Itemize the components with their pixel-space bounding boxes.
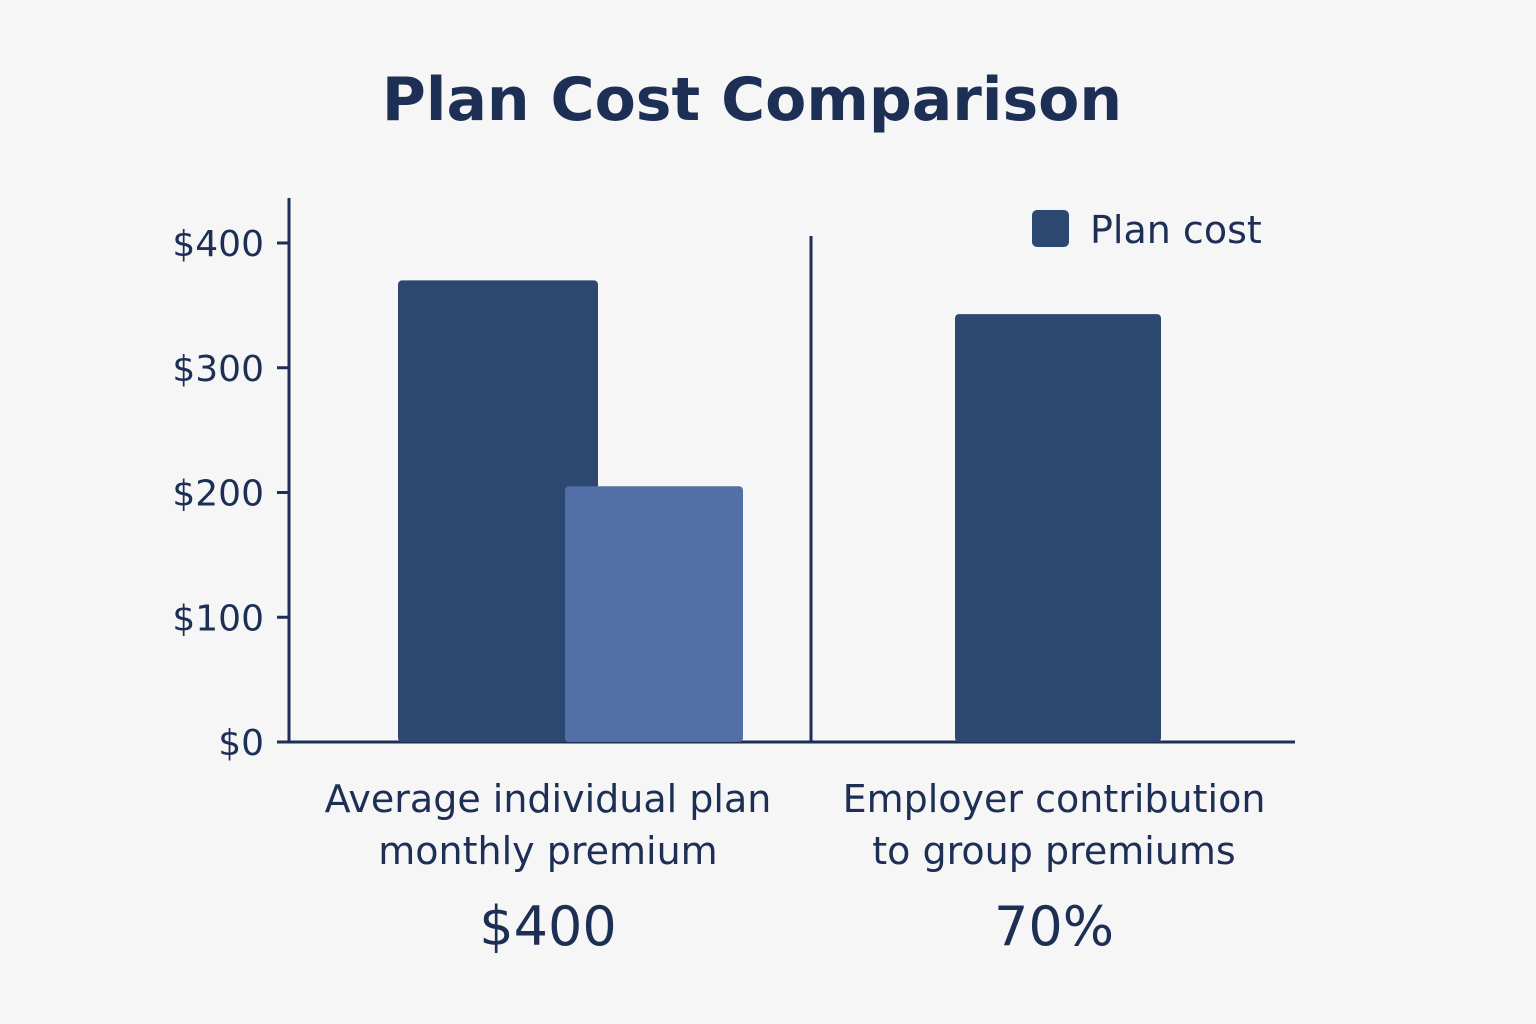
category-label-line: monthly premium — [378, 829, 717, 873]
y-tick-label: $400 — [172, 224, 264, 265]
y-tick-label: $300 — [172, 349, 264, 390]
category-labels: Average individual plan monthly premium $4… — [325, 777, 1266, 958]
bar-1-1 — [398, 280, 598, 742]
legend: Plan cost — [1032, 208, 1262, 252]
y-axis-ticks: $0 $100 $200 $300 $400 — [172, 224, 289, 764]
bar-1-2 — [565, 486, 743, 742]
bar-2-1 — [955, 314, 1161, 742]
chart-title: Plan Cost Comparison — [382, 65, 1122, 135]
y-tick-label: $100 — [172, 598, 264, 639]
y-tick-label: $200 — [172, 474, 264, 515]
y-tick-label: $0 — [218, 723, 264, 764]
category-label-line: Employer contribution — [843, 777, 1266, 821]
bars — [398, 280, 1161, 742]
category-label-line: Average individual plan — [325, 777, 772, 821]
category-stat: 70% — [994, 895, 1114, 958]
legend-label: Plan cost — [1090, 208, 1262, 252]
category-label-line: to group premiums — [872, 829, 1235, 873]
category-stat: $400 — [479, 895, 616, 958]
legend-swatch — [1032, 210, 1069, 247]
